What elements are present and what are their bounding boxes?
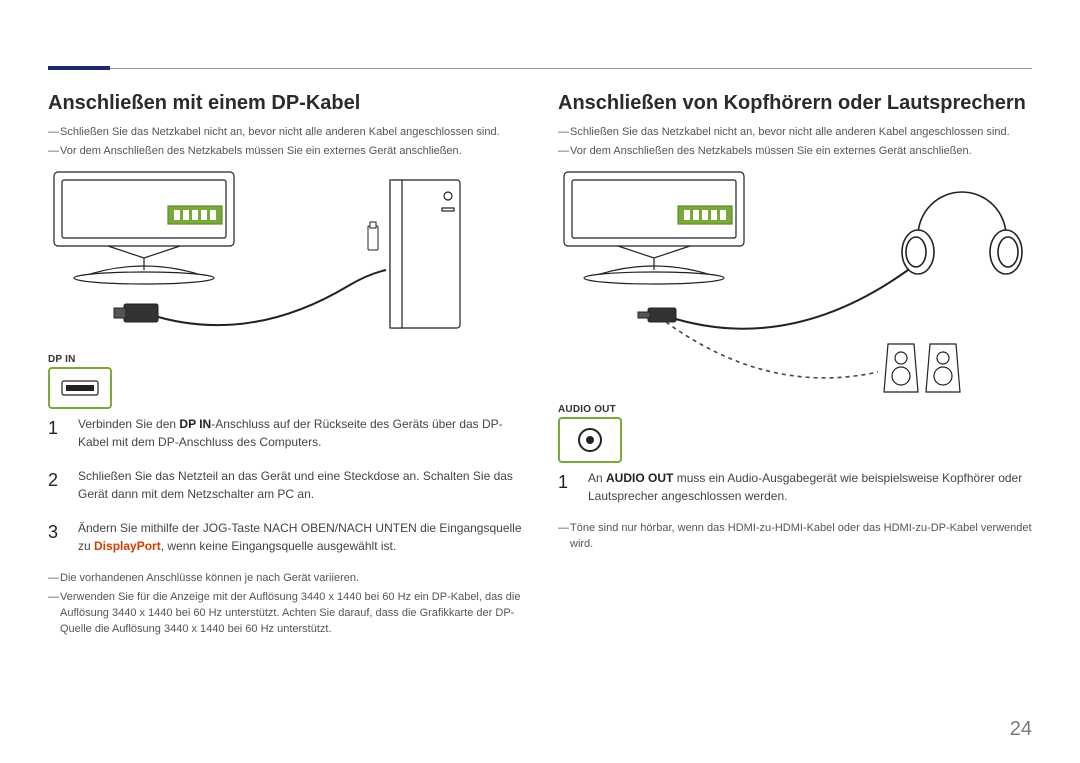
port-box-dpin — [48, 367, 522, 409]
heading-right: Anschließen von Kopfhörern oder Lautspre… — [558, 92, 1032, 115]
page-number: 24 — [1010, 718, 1032, 741]
step-left-3: 3 Ändern Sie mithilfe der JOG-Taste NACH… — [48, 519, 522, 555]
header-accent — [48, 66, 110, 70]
steps-left: 1 Verbinden Sie den DP IN-Anschluss auf … — [48, 415, 522, 555]
diagram-audio — [558, 166, 1032, 396]
port-box-audio — [558, 417, 1032, 463]
diagram-dp — [48, 166, 522, 346]
port-label-audio: AUDIO OUT — [558, 404, 1032, 415]
step-left-1: 1 Verbinden Sie den DP IN-Anschluss auf … — [48, 415, 522, 451]
left-warning-2: Vor dem Anschließen des Netzkabels müsse… — [48, 144, 522, 160]
step-left-3-text: Ändern Sie mithilfe der JOG-Taste NACH O… — [78, 519, 522, 555]
step-left-1-text: Verbinden Sie den DP IN-Anschluss auf de… — [78, 415, 522, 451]
left-footnote-1: Die vorhandenen Anschlüsse können je nac… — [48, 571, 522, 587]
left-footnote-2: Verwenden Sie für die Anzeige mit der Au… — [48, 590, 522, 638]
step-left-2-text: Schließen Sie das Netzteil an das Gerät … — [78, 467, 522, 503]
heading-left: Anschließen mit einem DP-Kabel — [48, 92, 522, 115]
left-warning-1: Schließen Sie das Netzkabel nicht an, be… — [48, 125, 522, 141]
port-label-dpin: DP IN — [48, 354, 522, 365]
content-columns: Anschließen mit einem DP-Kabel Schließen… — [48, 92, 1032, 641]
column-dp-cable: Anschließen mit einem DP-Kabel Schließen… — [48, 92, 522, 641]
step-left-2: 2 Schließen Sie das Netzteil an das Gerä… — [48, 467, 522, 503]
right-warning-1: Schließen Sie das Netzkabel nicht an, be… — [558, 125, 1032, 141]
step-right-1: 1 An AUDIO OUT muss ein Audio-Ausgabeger… — [558, 469, 1032, 505]
header-rule — [48, 68, 1032, 69]
right-warning-2: Vor dem Anschließen des Netzkabels müsse… — [558, 144, 1032, 160]
step-right-1-text: An AUDIO OUT muss ein Audio-Ausgabegerät… — [588, 469, 1032, 505]
steps-right: 1 An AUDIO OUT muss ein Audio-Ausgabeger… — [558, 469, 1032, 505]
column-audio: Anschließen von Kopfhörern oder Lautspre… — [558, 92, 1032, 641]
right-footnote-1: Töne sind nur hörbar, wenn das HDMI-zu-H… — [558, 521, 1032, 553]
